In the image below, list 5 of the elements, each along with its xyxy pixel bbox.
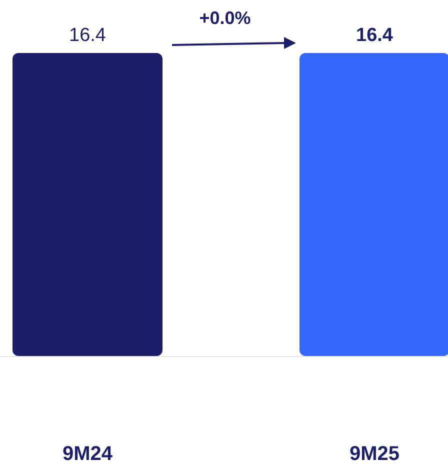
data-label: 16.4 — [356, 25, 394, 46]
x-tick-label: 9M25 — [349, 443, 400, 464]
x-tick-label: 9M24 — [62, 443, 114, 464]
data-label: 16.4 — [69, 25, 106, 46]
text: +0.0% — [198, 8, 252, 29]
